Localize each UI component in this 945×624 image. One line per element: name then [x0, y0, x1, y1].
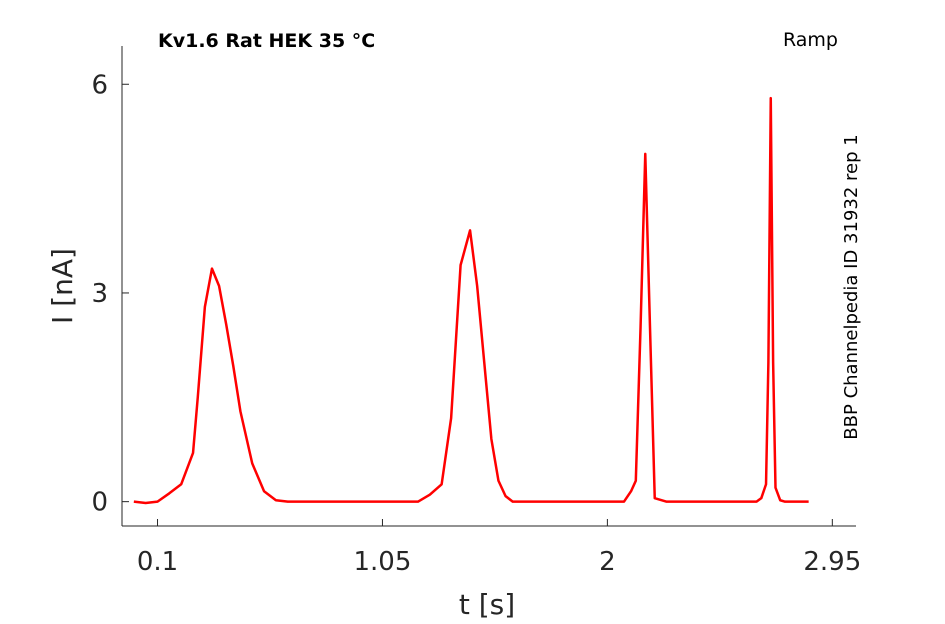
x-tick-label: 2.95	[803, 547, 861, 577]
y-tick-label: 3	[91, 279, 108, 309]
x-axis-label: t [s]	[459, 588, 515, 621]
y-tick-label: 6	[91, 70, 108, 100]
y-ticks: 0 3 6	[91, 70, 129, 518]
x-tick-label: 1.05	[354, 547, 412, 577]
y-axis-label: I [nA]	[46, 248, 79, 324]
x-tick-label: 2	[599, 547, 616, 577]
source-label: BBP Channelpedia ID 31932 rep 1	[841, 134, 862, 439]
chart-title: Kv1.6 Rat HEK 35 °C	[158, 30, 375, 52]
plot-lines	[133, 96, 809, 505]
x-tick-label: 0.1	[137, 547, 178, 577]
series-line-1	[133, 96, 809, 505]
axes	[121, 46, 856, 527]
y-tick-label: 0	[91, 488, 108, 518]
protocol-label: Ramp	[783, 29, 838, 51]
x-ticks: 0.1 1.05 2 2.95	[137, 519, 861, 577]
